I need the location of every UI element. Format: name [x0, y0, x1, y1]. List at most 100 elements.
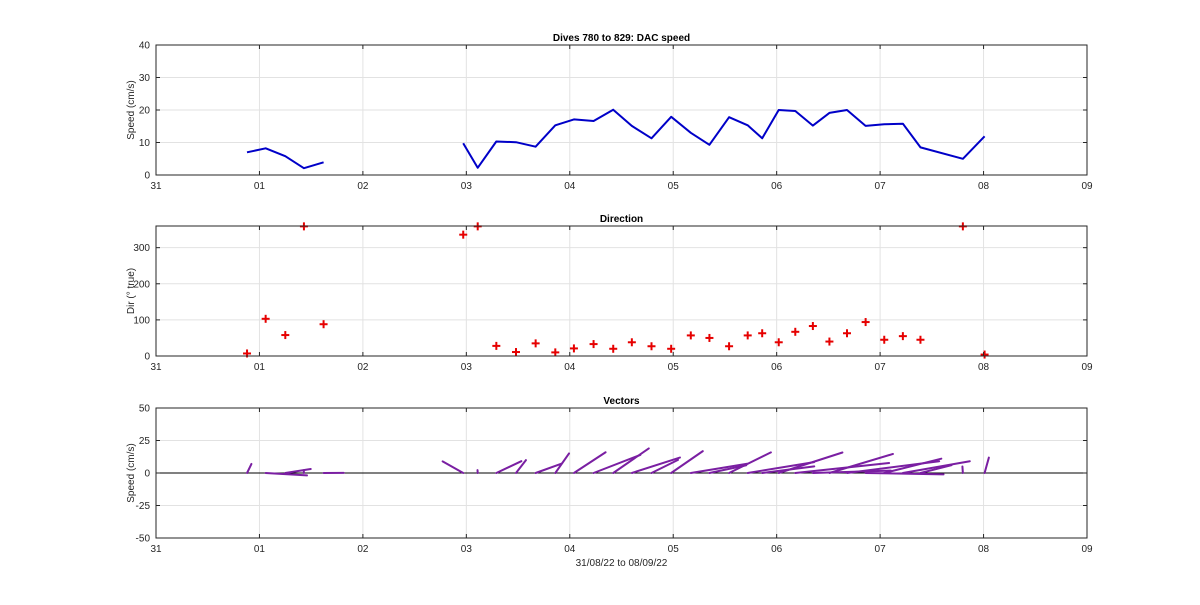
direction-point [627, 338, 636, 347]
x-tick-label: 04 [564, 362, 576, 373]
direction-point [843, 329, 852, 338]
speed-series-line-segment-2 [462, 108, 986, 169]
direction-point [261, 314, 270, 323]
x-tick-label: 08 [978, 181, 990, 192]
vector-stick [612, 447, 650, 474]
panel-speed: 31 01 02 03 04 05 06 07 08 09 0 10 20 30 40 Dives 780 t… [126, 33, 1093, 192]
vector-stick [794, 461, 891, 474]
vector-stick [630, 456, 681, 474]
vector-stick [919, 464, 953, 474]
x-tick-label: 31 [150, 181, 162, 192]
x-tick-label: 31 [150, 544, 162, 555]
x-tick-label: 02 [357, 544, 369, 555]
direction-point [319, 320, 328, 329]
direction-point [511, 348, 520, 357]
direction-point [281, 331, 290, 340]
direction-point [916, 335, 925, 344]
vector-stick [746, 461, 816, 474]
direction-point [758, 329, 767, 338]
direction-point [492, 341, 501, 350]
speed-series-line-segment-1 [246, 147, 324, 170]
speed-panel-title: Dives 780 to 829: DAC speed [553, 33, 690, 44]
vector-stick [777, 451, 844, 474]
vector-stick [728, 451, 772, 474]
direction-point [774, 338, 783, 347]
direction-point [825, 337, 834, 346]
x-tick-label: 08 [978, 544, 990, 555]
x-tick-label: 02 [357, 362, 369, 373]
x-tick-label: 07 [875, 362, 887, 373]
y-tick-label: 100 [133, 315, 150, 326]
x-tick-label: 03 [461, 181, 473, 192]
y-tick-label: 200 [133, 279, 150, 290]
direction-panel-title: Direction [600, 214, 643, 225]
x-tick-label: 03 [461, 544, 473, 555]
y-tick-label: 30 [139, 73, 151, 84]
y-tick-label: -50 [136, 534, 151, 545]
x-tick-label: 09 [1081, 362, 1093, 373]
vector-stick [441, 460, 465, 474]
direction-point [980, 350, 989, 359]
direction-point [531, 339, 540, 348]
vectors-x-axis-label: 31/08/22 to 08/09/22 [576, 558, 668, 569]
direction-point [609, 344, 618, 353]
vector-stick [650, 458, 680, 474]
vector-stick [572, 451, 607, 474]
direction-point [589, 340, 598, 349]
y-tick-label: -25 [136, 501, 151, 512]
x-tick-label: 06 [771, 181, 783, 192]
vector-stick [883, 457, 943, 474]
x-tick-label: 01 [254, 544, 266, 555]
direction-point [880, 335, 889, 344]
vector-stick [554, 452, 571, 474]
direction-point [861, 318, 870, 327]
panel-vectors: 31 01 02 03 04 05 06 07 08 09 -50 -25 0 25 50 Vectors Sp… [126, 396, 1093, 569]
x-tick-label: 06 [771, 544, 783, 555]
direction-point [667, 344, 676, 353]
vector-stick [689, 462, 749, 474]
vector-stick [592, 453, 642, 474]
vectors-panel-title: Vectors [603, 396, 640, 407]
x-tick-label: 06 [771, 362, 783, 373]
axis-box [155, 225, 1088, 357]
vectors-y-axis-label: Speed (cm/s) [126, 443, 137, 502]
vector-stick [264, 472, 308, 477]
direction-point [647, 342, 656, 351]
x-tick-label: 04 [564, 544, 576, 555]
direction-point [898, 332, 907, 341]
vector-stick [246, 462, 253, 474]
y-tick-label: 20 [139, 106, 151, 117]
vector-stick [983, 456, 990, 474]
x-tick-label: 05 [668, 544, 680, 555]
direction-point [459, 230, 468, 239]
direction-y-axis-label: Dir (° true) [126, 268, 137, 314]
x-tick-label: 31 [150, 362, 162, 373]
x-tick-label: 09 [1081, 181, 1093, 192]
y-tick-label: 10 [139, 138, 151, 149]
y-tick-label: 0 [144, 352, 150, 363]
vector-stick [534, 462, 563, 474]
x-tick-label: 02 [357, 181, 369, 192]
x-tick-label: 05 [668, 362, 680, 373]
direction-point [791, 327, 800, 336]
y-tick-label: 50 [139, 404, 151, 415]
x-tick-label: 09 [1081, 544, 1093, 555]
y-tick-label: 300 [133, 243, 150, 254]
vector-stick [670, 450, 704, 474]
speed-y-axis-label: Speed (cm/s) [126, 80, 137, 139]
panel-direction: 31 01 02 03 04 05 06 07 08 09 0 100 200 300 Direction D… [126, 214, 1093, 373]
direction-point [725, 342, 734, 351]
y-tick-label: 25 [139, 436, 151, 447]
vector-stick [901, 460, 971, 474]
y-tick-label: 40 [139, 41, 151, 52]
direction-point [743, 331, 752, 340]
vector-stick [514, 459, 527, 474]
x-tick-label: 08 [978, 362, 990, 373]
vector-stick [495, 460, 523, 474]
direction-point [569, 344, 578, 353]
x-tick-label: 07 [875, 181, 887, 192]
direction-point [686, 331, 695, 340]
vector-stick [828, 452, 894, 474]
